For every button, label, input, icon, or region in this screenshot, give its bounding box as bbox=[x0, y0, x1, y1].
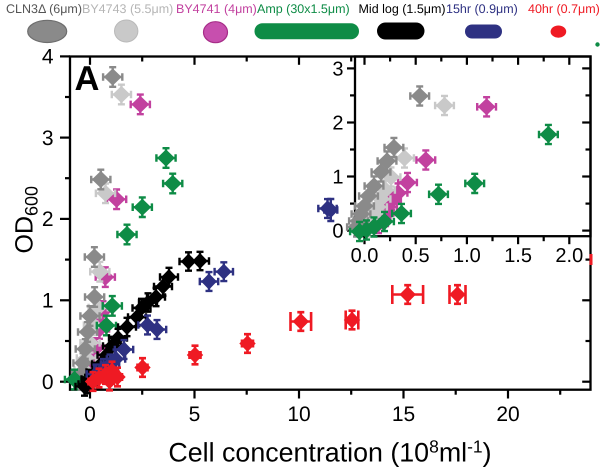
svg-text:A: A bbox=[75, 60, 100, 98]
svg-text:1.0: 1.0 bbox=[453, 245, 481, 267]
svg-text:15: 15 bbox=[392, 403, 415, 426]
svg-text:Amp (30x1.5μm): Amp (30x1.5μm) bbox=[257, 2, 350, 16]
svg-text:2.0: 2.0 bbox=[555, 245, 583, 267]
svg-text:10: 10 bbox=[287, 403, 310, 426]
svg-text:1: 1 bbox=[332, 167, 343, 189]
svg-text:0.0: 0.0 bbox=[351, 245, 379, 267]
svg-text:1.5: 1.5 bbox=[504, 245, 532, 267]
svg-text:15hr (0.9μm): 15hr (0.9μm) bbox=[446, 2, 518, 16]
svg-text:Mid log (1.5μm): Mid log (1.5μm) bbox=[359, 2, 446, 16]
svg-text:3: 3 bbox=[332, 58, 343, 80]
svg-text:1: 1 bbox=[42, 290, 54, 313]
svg-text:40hr (0.7μm): 40hr (0.7μm) bbox=[528, 2, 600, 16]
svg-text:5: 5 bbox=[189, 403, 201, 426]
svg-text:0: 0 bbox=[42, 371, 54, 394]
svg-text:2: 2 bbox=[42, 208, 54, 231]
svg-text:0: 0 bbox=[332, 221, 343, 243]
svg-text:BY4743 (5.5μm): BY4743 (5.5μm) bbox=[82, 2, 173, 16]
svg-text:0: 0 bbox=[84, 403, 96, 426]
svg-text:4: 4 bbox=[42, 46, 54, 69]
svg-text:Cell concentration (108ml-1): Cell concentration (108ml-1) bbox=[168, 437, 491, 468]
svg-text:0.5: 0.5 bbox=[402, 245, 430, 267]
svg-text:3: 3 bbox=[42, 127, 54, 150]
svg-text:CLN3Δ (6μm): CLN3Δ (6μm) bbox=[6, 2, 82, 16]
svg-text:2: 2 bbox=[332, 113, 343, 135]
svg-text:20: 20 bbox=[496, 403, 519, 426]
svg-text:BY4741 (4μm): BY4741 (4μm) bbox=[176, 2, 257, 16]
